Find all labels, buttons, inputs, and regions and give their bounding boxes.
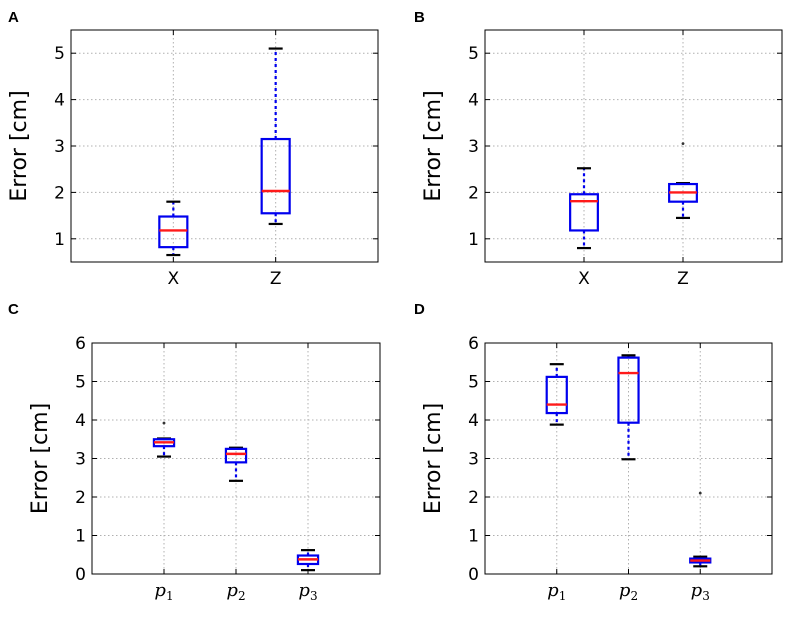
- y-tick-label: 0: [75, 565, 86, 585]
- iqr-box: [158, 215, 189, 249]
- y-tick-label: 3: [75, 450, 86, 470]
- plot-frame: [484, 342, 773, 575]
- x-category-label: p3: [691, 580, 710, 603]
- box-X: [569, 167, 599, 250]
- y-tick-label: 5: [468, 44, 479, 64]
- panel-label: A: [8, 9, 19, 26]
- y-axis-label: Error [cm]: [421, 90, 446, 201]
- y-tick-label: 1: [468, 230, 479, 250]
- y-tick-label: 5: [54, 44, 65, 64]
- x-category-label: Z: [270, 269, 282, 289]
- y-tick-label: 2: [468, 488, 479, 508]
- y-tick-label: 6: [468, 334, 479, 354]
- box-p1: [545, 363, 568, 426]
- outlier-point: [698, 491, 702, 495]
- box-p2: [617, 354, 640, 461]
- x-category-label: p3: [298, 580, 317, 603]
- y-tick-label: 6: [75, 334, 86, 354]
- y-axis-label: Error [cm]: [7, 90, 32, 201]
- y-tick-label: 1: [75, 527, 86, 547]
- x-category-label: X: [168, 269, 180, 289]
- y-tick-label: 4: [468, 91, 479, 111]
- box-p3: [296, 549, 320, 572]
- y-tick-label: 3: [468, 450, 479, 470]
- iqr-box: [569, 193, 599, 232]
- x-category-label: X: [578, 269, 590, 289]
- panel-label: C: [8, 301, 19, 318]
- plot-frame: [484, 29, 783, 263]
- y-tick-label: 0: [468, 565, 479, 585]
- x-category-label: p1: [154, 580, 173, 603]
- y-axis-label: Error [cm]: [28, 403, 53, 514]
- y-tick-label: 2: [75, 488, 86, 508]
- x-category-label: p2: [619, 580, 638, 603]
- iqr-box: [260, 137, 291, 215]
- y-tick-label: 4: [54, 91, 65, 111]
- y-tick-label: 3: [54, 137, 65, 157]
- y-tick-label: 2: [468, 183, 479, 203]
- box-p2: [224, 446, 248, 482]
- y-axis-label: Error [cm]: [421, 403, 446, 514]
- panel-C: C 0 1 2 3 4 5 6 p1 p2 p3 Error [cm]: [8, 301, 381, 603]
- outlier-point: [162, 421, 166, 425]
- x-category-label: Z: [677, 269, 689, 289]
- panel-label: D: [414, 301, 425, 318]
- plot-frame: [91, 342, 381, 575]
- outlier-point: [681, 142, 685, 146]
- box-X: [158, 200, 189, 257]
- panel-label: B: [414, 9, 425, 26]
- x-category-label: p2: [226, 580, 245, 603]
- box-p3: [689, 491, 712, 568]
- box-Z: [668, 142, 698, 220]
- y-tick-label: 2: [54, 183, 65, 203]
- box-p1: [152, 421, 176, 458]
- iqr-box: [545, 375, 568, 415]
- y-tick-label: 5: [468, 373, 479, 393]
- x-category-label: p1: [547, 580, 566, 603]
- panel-A: A 1 2 3 4 5 X Z Error [cm]: [7, 9, 379, 289]
- y-tick-label: 3: [468, 137, 479, 157]
- plot-frame: [70, 29, 379, 263]
- y-tick-label: 4: [468, 411, 479, 431]
- y-tick-label: 1: [54, 230, 65, 250]
- y-tick-label: 4: [75, 411, 86, 431]
- panel-B: B 1 2 3 4 5 X Z Error [cm]: [414, 9, 783, 289]
- iqr-box: [617, 356, 640, 424]
- box-Z: [260, 47, 291, 226]
- y-tick-label: 1: [468, 527, 479, 547]
- iqr-box: [224, 447, 248, 464]
- y-tick-label: 5: [75, 373, 86, 393]
- panel-D: D 0 1 2 3 4 5 6 p1 p2 p3 Error [cm]: [414, 301, 773, 603]
